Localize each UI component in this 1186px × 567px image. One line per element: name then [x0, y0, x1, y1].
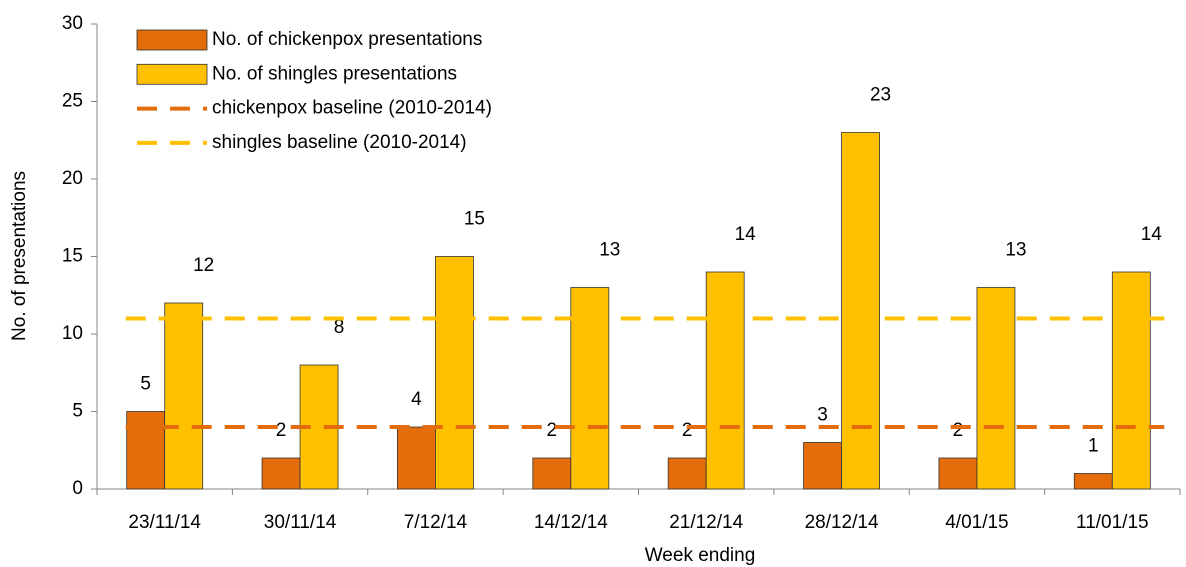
x-tick-label: 23/11/14	[128, 512, 201, 533]
bar	[667, 457, 707, 490]
data-label: 13	[599, 240, 620, 261]
legend-label: No. of chickenpox presentations	[212, 29, 482, 50]
data-label: 23	[870, 85, 891, 106]
x-tick-label: 11/01/15	[1076, 512, 1149, 533]
data-label: 1	[1088, 436, 1099, 457]
legend-label: chickenpox baseline (2010-2014)	[212, 98, 492, 119]
data-label: 2	[276, 420, 287, 441]
data-label: 13	[1005, 240, 1026, 261]
bar	[938, 457, 978, 490]
bar	[164, 302, 204, 490]
data-label: 14	[1141, 224, 1163, 245]
y-tick-label: 10	[62, 323, 83, 344]
y-tick-label: 5	[72, 401, 83, 422]
legend-label: shingles baseline (2010-2014)	[212, 132, 467, 153]
data-label: 2	[682, 420, 693, 441]
x-tick-label: 7/12/14	[404, 512, 468, 533]
bar	[435, 256, 474, 490]
x-tick-label: 21/12/14	[669, 512, 743, 533]
y-tick-label: 25	[62, 91, 83, 112]
data-label: 5	[140, 374, 151, 395]
y-tick-label: 15	[62, 246, 83, 267]
legend-label: No. of shingles presentations	[212, 63, 457, 84]
y-tick-label: 0	[72, 478, 83, 499]
data-label: 2	[953, 420, 964, 441]
x-tick-label: 30/11/14	[264, 512, 337, 533]
bar	[1111, 271, 1151, 490]
bar	[126, 411, 166, 490]
legend-swatch	[136, 29, 208, 51]
data-label: 8	[334, 317, 345, 338]
bar	[397, 426, 436, 490]
x-tick-label: 14/12/14	[534, 512, 608, 533]
bar	[261, 457, 301, 490]
y-tick-label: 20	[62, 168, 83, 189]
bar	[705, 271, 745, 490]
bar	[532, 457, 572, 490]
data-label: 2	[547, 420, 558, 441]
bar	[841, 132, 880, 490]
bar	[570, 287, 610, 490]
bar	[803, 442, 842, 490]
data-label: 4	[411, 389, 422, 410]
x-tick-label: 4/01/15	[945, 512, 1008, 533]
bar	[1073, 473, 1113, 490]
data-label: 12	[193, 255, 214, 276]
bar	[976, 287, 1016, 490]
data-label: 15	[464, 209, 485, 230]
data-label: 14	[735, 224, 757, 245]
x-tick-label: 28/12/14	[805, 512, 879, 533]
y-tick-label: 30	[62, 13, 83, 34]
x-axis-label: Week ending	[645, 545, 756, 566]
legend-swatch	[136, 63, 208, 85]
y-axis-label: No. of presentations	[9, 171, 30, 341]
data-label: 3	[817, 405, 828, 426]
